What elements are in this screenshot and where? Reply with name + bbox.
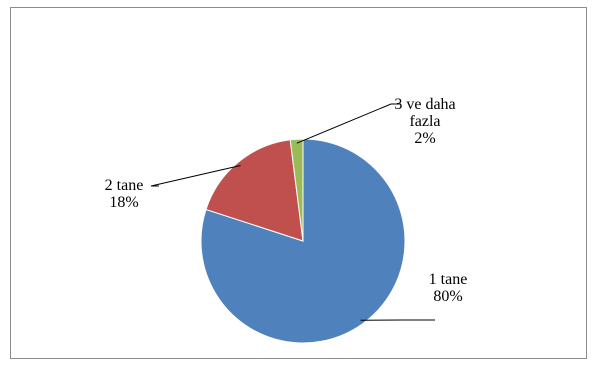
pie-slice-3	[289, 138, 304, 242]
slice-name: 2 tane	[104, 177, 144, 194]
slice-label-1-tane: 1 tane 80%	[413, 271, 483, 305]
slice-label-2-tane: 2 tane 18%	[89, 177, 159, 211]
pie-slice-2	[205, 139, 304, 242]
pie-chart	[150, 103, 435, 344]
slice-label-3-ve-daha-fazla: 3 ve daha fazla 2%	[380, 96, 470, 147]
slice-percent: 80%	[433, 288, 463, 305]
slice-percent: 18%	[109, 194, 139, 211]
chart-frame: 1 tane 80% 2 tane 18% 3 ve daha fazla 2%	[10, 7, 587, 359]
leader-line-2	[150, 165, 241, 187]
slice-name: 1 tane	[428, 271, 468, 288]
slice-percent: 2%	[414, 130, 436, 147]
slice-name-line-2: fazla	[409, 113, 441, 130]
leader-line-3	[296, 103, 401, 144]
slice-name-line-1: 3 ve daha	[394, 96, 456, 113]
